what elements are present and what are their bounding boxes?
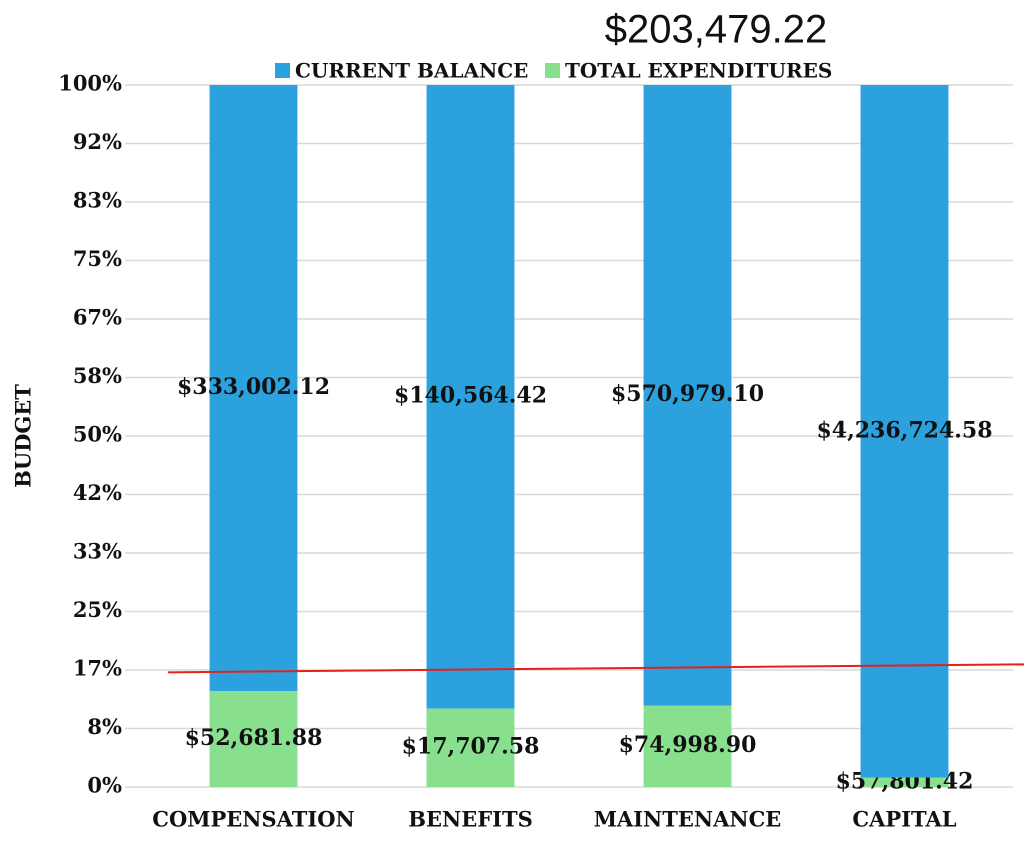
bar-segment	[426, 708, 515, 787]
reference-line	[167, 663, 1024, 674]
legend-swatch	[545, 63, 560, 78]
legend-label: TOTAL EXPENDITURES	[565, 59, 832, 83]
bar-segment	[860, 85, 949, 778]
y-tick-label: 67%	[73, 304, 122, 329]
x-tick-label: MAINTENANCE	[594, 807, 782, 832]
x-tick-label: BENEFITS	[408, 807, 532, 832]
y-tick-label: 42%	[73, 480, 122, 505]
y-tick-label: 33%	[73, 539, 122, 564]
y-tick-label: 92%	[73, 129, 122, 154]
bar-segment	[643, 85, 732, 706]
data-label: $17,707.58	[402, 734, 540, 760]
data-label: $74,998.90	[619, 732, 757, 758]
y-tick-label: 17%	[73, 655, 122, 680]
data-label: $140,564.42	[394, 383, 547, 409]
y-tick-label: 100%	[58, 71, 122, 96]
y-tick-label: 50%	[73, 422, 122, 447]
y-tick-label: 25%	[73, 597, 122, 622]
bar-segment	[860, 777, 949, 787]
bar-segment	[209, 85, 298, 692]
y-tick-label: 75%	[73, 246, 122, 271]
legend-swatch	[275, 63, 290, 78]
legend-label: CURRENT BALANCE	[295, 59, 528, 83]
data-label: $52,681.88	[185, 725, 323, 751]
data-label: $570,979.10	[611, 381, 764, 407]
y-tick-label: 58%	[73, 363, 122, 388]
x-tick-label: CAPITAL	[852, 807, 956, 832]
data-label: $4,236,724.58	[816, 417, 992, 443]
x-tick-label: COMPENSATION	[152, 807, 355, 832]
y-tick-label: 83%	[73, 188, 122, 213]
y-tick-label: 8%	[87, 714, 122, 739]
bar-segment	[426, 85, 515, 709]
bar-segment	[643, 705, 732, 787]
bar-segment	[209, 691, 298, 787]
y-axis-label: BUDGET	[11, 384, 36, 488]
chart-title: $203,479.22	[605, 8, 827, 52]
y-tick-label: 0%	[87, 773, 122, 798]
data-label: $333,002.12	[177, 374, 330, 400]
